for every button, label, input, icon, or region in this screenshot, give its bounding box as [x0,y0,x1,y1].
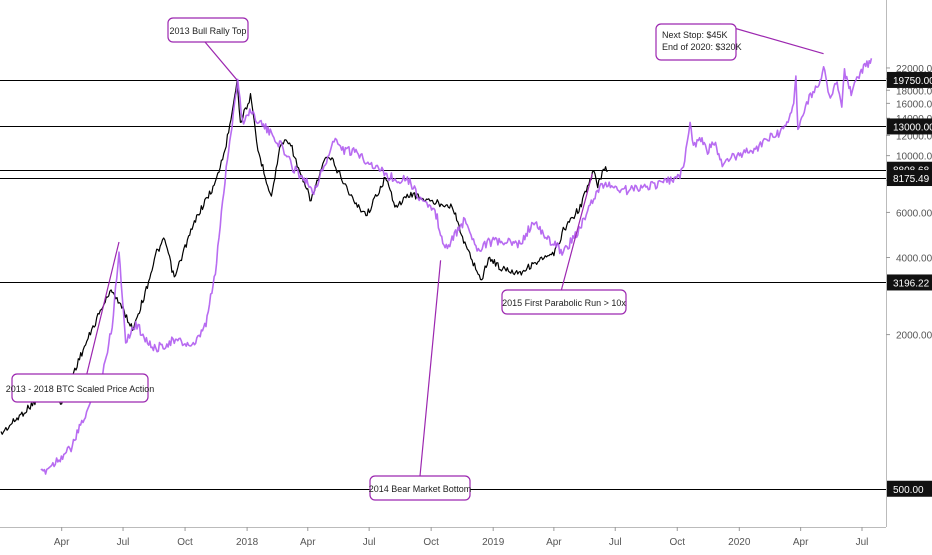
annotation-text: Next Stop: $45K [662,30,728,40]
y-tick-label: 16000.00 [896,99,932,110]
y-tick-label: 4000.00 [896,254,932,265]
plot-background [0,0,886,527]
x-tick-label: Apr [793,537,809,548]
x-tick-label: Apr [546,537,562,548]
y-tick-label: 10000.00 [896,152,932,163]
x-tick-label: Jul [856,537,869,548]
annotation-text: 2014 Bear Market Bottom [369,484,472,494]
x-tick-label: Jul [609,537,622,548]
x-tick-label: Jul [363,537,376,548]
x-tick-label: Apr [54,537,70,548]
level-label-text: 3196.22 [893,278,930,289]
annotation-text: End of 2020: $320K [662,42,742,52]
annotation-text: 2013 - 2018 BTC Scaled Price Action [6,384,155,394]
level-label-text: 13000.00 [893,122,932,133]
x-tick-label: Jul [117,537,130,548]
x-tick-label: 2019 [482,537,505,548]
x-tick-label: 2018 [236,537,259,548]
level-label-text: 19750.00 [893,76,932,87]
x-tick-label: 2020 [728,537,751,548]
level-label-text: 8175.49 [893,174,930,185]
annotation-text: 2015 First Parabolic Run > 10x [502,298,626,308]
x-tick-label: Oct [669,537,685,548]
x-tick-label: Oct [423,537,439,548]
y-tick-label: 6000.00 [896,208,932,219]
level-label-text: 500.00 [893,485,924,496]
annotation-text: 2013 Bull Rally Top [170,26,247,36]
x-tick-label: Oct [177,537,193,548]
y-tick-label: 2000.00 [896,331,932,342]
x-tick-label: Apr [300,537,316,548]
